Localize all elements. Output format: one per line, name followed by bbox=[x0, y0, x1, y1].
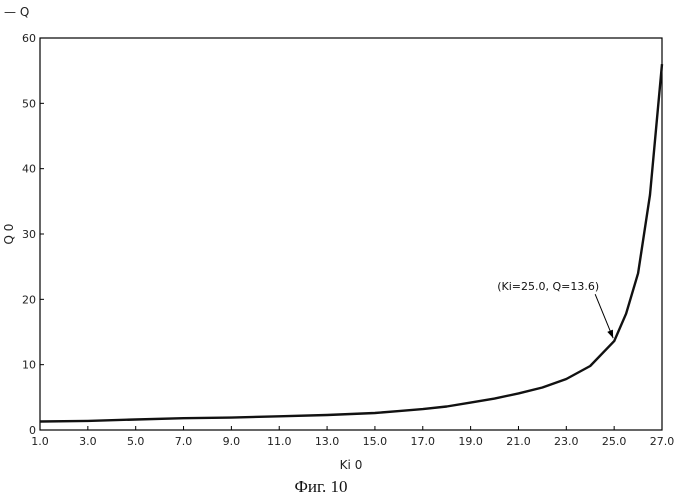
x-tick-label: 9.0 bbox=[223, 435, 241, 448]
x-tick-label: 7.0 bbox=[175, 435, 193, 448]
y-tick-label: 50 bbox=[22, 97, 36, 110]
x-tick-label: 23.0 bbox=[554, 435, 579, 448]
y-tick-label: 40 bbox=[22, 163, 36, 176]
x-tick-label: 27.0 bbox=[650, 435, 675, 448]
x-tick-label: 15.0 bbox=[363, 435, 388, 448]
x-axis-ticks: 1.03.05.07.09.011.013.015.017.019.021.02… bbox=[31, 426, 674, 448]
x-tick-label: 5.0 bbox=[127, 435, 145, 448]
x-tick-label: 17.0 bbox=[411, 435, 436, 448]
series-line bbox=[40, 64, 662, 421]
x-tick-label: 11.0 bbox=[267, 435, 292, 448]
y-tick-label: 10 bbox=[22, 359, 36, 372]
x-axis-label: Ki 0 bbox=[340, 458, 363, 472]
plot-frame bbox=[40, 38, 662, 430]
x-tick-label: 13.0 bbox=[315, 435, 340, 448]
y-axis-ticks: 0 10 20 30 40 50 60 bbox=[22, 32, 44, 437]
y-tick-label: 0 bbox=[29, 424, 36, 437]
x-tick-label: 19.0 bbox=[458, 435, 483, 448]
y-axis-label: Q 0 bbox=[2, 224, 16, 245]
y-tick-label: 30 bbox=[22, 228, 36, 241]
x-tick-label: 3.0 bbox=[79, 435, 97, 448]
annotation-arrowhead bbox=[607, 330, 613, 339]
x-tick-label: 25.0 bbox=[602, 435, 627, 448]
y-tick-label: 20 bbox=[22, 293, 36, 306]
figure-caption: Фиг. 10 bbox=[294, 477, 347, 496]
y-tick-label: 60 bbox=[22, 32, 36, 45]
annotation-label: (Ki=25.0, Q=13.6) bbox=[497, 280, 599, 293]
legend-label: — Q bbox=[4, 5, 29, 19]
x-tick-label: 21.0 bbox=[506, 435, 531, 448]
